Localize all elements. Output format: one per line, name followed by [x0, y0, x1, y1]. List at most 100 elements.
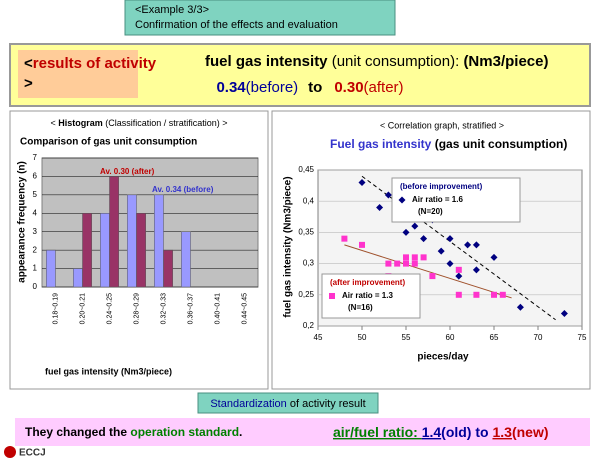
legend-marker [329, 293, 335, 299]
point [491, 291, 497, 298]
scatter-title-rest: (gas unit consumption) [431, 137, 567, 151]
results-after-value: 0.30 [334, 79, 363, 96]
point [455, 272, 463, 280]
legend-name: Air ratio = 1.3 [342, 291, 393, 300]
standard-rest: of activity result [287, 398, 366, 410]
results-label-box [18, 50, 138, 98]
legend-name: Air ratio = 1.6 [412, 195, 463, 204]
y-tick-label: 1 [33, 264, 38, 273]
bar [82, 213, 92, 288]
y-tick-label: 2 [33, 245, 38, 254]
x-tick-label: 70 [534, 333, 543, 342]
y-tick-label: 3 [33, 227, 38, 236]
point [420, 254, 427, 261]
point [376, 203, 384, 211]
bar [46, 249, 56, 288]
ratio-old-label: (old) [441, 424, 471, 440]
point [446, 260, 454, 268]
x-tick-label: 0.40~0.41 [214, 293, 221, 324]
results-label-close: > [24, 75, 33, 92]
x-tick-label: 0.44~0.45 [241, 293, 248, 324]
point [358, 178, 366, 186]
logo-mark [4, 446, 16, 458]
results-heading-mid: (unit consumption): [328, 53, 464, 70]
results-line: 0.34(before) to 0.30(after) [216, 79, 403, 96]
point [420, 235, 428, 243]
point [446, 235, 454, 243]
legend-box [321, 273, 421, 319]
y-tick-label: 0,4 [303, 196, 315, 205]
point [473, 291, 480, 298]
point [411, 222, 419, 230]
point [341, 235, 348, 242]
bar [154, 194, 164, 288]
x-tick-label: 0.28~0.29 [133, 293, 140, 324]
scatter-xlabel: pieces/day [417, 352, 469, 363]
results-after: (after) [364, 79, 404, 96]
x-tick-label: 0.18~0.19 [52, 293, 59, 324]
point [359, 241, 365, 248]
point [437, 247, 445, 255]
bar [109, 176, 119, 288]
panel-title-rest: (Classification / stratification) > [103, 118, 228, 128]
ratio-label: air/fuel ratio: [333, 424, 422, 440]
histogram-title: Comparison of gas unit consumption [20, 137, 197, 148]
scatter-panel-title: < Correlation graph, stratified > [380, 120, 504, 130]
point [384, 191, 392, 199]
ratio-new-label: (new) [512, 424, 549, 440]
scatter-title-main: Fuel gas intensity [330, 137, 432, 151]
bar [73, 268, 83, 288]
legend-group: (after improvement) [330, 278, 405, 287]
results-to: to [308, 79, 322, 96]
point [403, 254, 409, 261]
point [402, 228, 410, 236]
results-heading-unit: (Nm3/piece) [463, 53, 548, 70]
histogram-panel-title: < Histogram (Classification / stratifica… [50, 118, 227, 128]
point [455, 291, 462, 298]
y-tick-label: 0,3 [303, 259, 315, 268]
point [516, 303, 524, 311]
x-tick-label: 0.24~0.25 [106, 293, 113, 324]
logo: ECCJ [19, 448, 46, 459]
y-tick-label: 0 [33, 282, 38, 291]
point [499, 291, 506, 298]
legend-box [391, 177, 521, 223]
x-tick-label: 45 [314, 333, 323, 342]
bar [136, 213, 146, 288]
x-tick-label: 55 [402, 333, 411, 342]
scatter-title: Fuel gas intensity (gas unit consumption… [330, 137, 567, 151]
point [560, 310, 568, 318]
legend-n: (N=16) [348, 303, 373, 312]
histogram-ylabel: appearance frequency (n) [17, 161, 28, 283]
results-label: <results of activity [24, 55, 157, 72]
point [411, 260, 418, 267]
ratio-new: 1.3 [492, 424, 512, 440]
standard-text: Standardization of activity result [210, 398, 365, 410]
legend-n: (N=20) [418, 207, 443, 216]
ratio-text: air/fuel ratio: 1.4(old) to 1.3(new) [333, 424, 549, 440]
y-tick-label: 0,25 [298, 290, 314, 299]
annotation: Av. 0.34 (before) [152, 185, 214, 194]
header-subtitle: Confirmation of the effects and evaluati… [135, 19, 338, 31]
x-tick-label: 0.20~0.21 [79, 293, 86, 324]
y-tick-label: 0,2 [303, 321, 315, 330]
x-tick-label: 0.36~0.37 [187, 293, 194, 324]
results-label-text: results of activity [33, 55, 157, 72]
legend-marker [398, 196, 406, 204]
x-tick-label: 0.32~0.33 [160, 293, 167, 324]
y-tick-label: 6 [33, 172, 38, 181]
standard-box [197, 392, 379, 414]
point [490, 253, 498, 261]
bar [181, 231, 191, 288]
panel-title-main: Histogram [58, 118, 103, 128]
x-tick-label: 50 [358, 333, 367, 342]
results-before-value: 0.34 [216, 79, 246, 96]
bar [163, 249, 173, 288]
trend-line [361, 175, 556, 321]
x-tick-label: 65 [490, 333, 499, 342]
point [464, 241, 472, 249]
change-banner [15, 418, 590, 446]
scatter-ylabel: fuel gas intensity (Nm3/piece) [283, 176, 294, 317]
y-tick-label: 7 [33, 153, 38, 162]
point [394, 260, 401, 267]
